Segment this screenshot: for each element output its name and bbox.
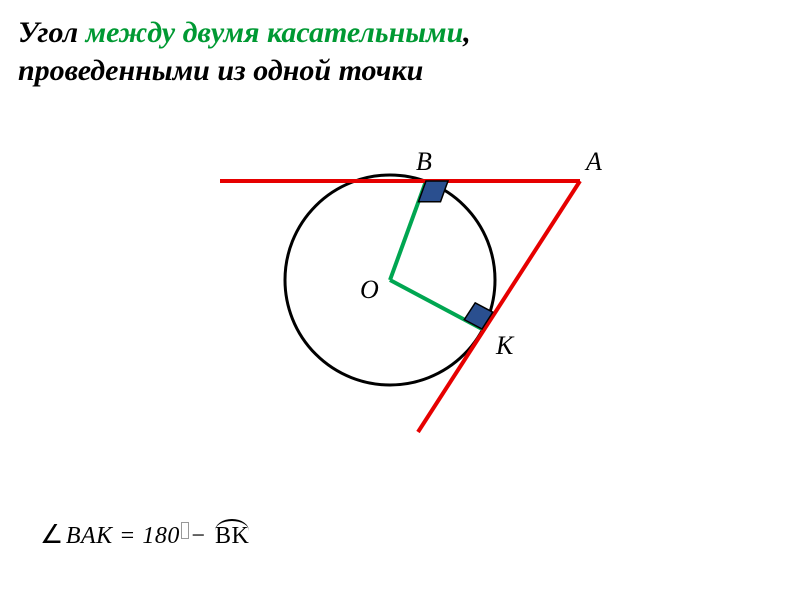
page-title: Угол между двумя касательными, проведенн… xyxy=(18,14,471,89)
label-B: B xyxy=(416,147,432,176)
title-highlight: между двумя касательными xyxy=(86,16,464,49)
formula: ∠BAK = 180 − BK xyxy=(40,520,251,550)
label-O: O xyxy=(360,275,379,304)
title-suffix: , xyxy=(463,16,471,49)
formula-deg: 180 xyxy=(142,523,180,549)
formula-minus: − xyxy=(190,523,207,549)
label-A: A xyxy=(584,147,602,176)
angle-symbol: ∠ xyxy=(40,520,64,549)
formula-arc: BK xyxy=(215,523,249,550)
formula-eq: = xyxy=(119,523,136,549)
title-prefix: Угол xyxy=(18,16,86,49)
formula-sup xyxy=(181,522,189,539)
title-line2: проведенными из одной точки xyxy=(18,54,423,87)
formula-lhs: BAK xyxy=(66,523,113,549)
label-K: K xyxy=(495,331,515,360)
geometry-diagram: B A K O xyxy=(180,100,700,480)
